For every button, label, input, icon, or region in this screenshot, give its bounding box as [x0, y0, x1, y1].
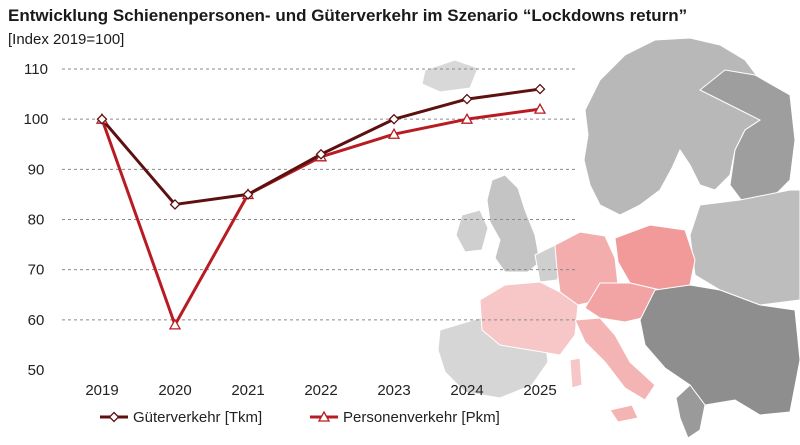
chart-subtitle: [Index 2019=100] [8, 31, 125, 48]
legend-marker [108, 411, 120, 423]
y-tick-label: 50 [28, 362, 45, 379]
map-greece [675, 384, 706, 439]
y-tick-label: 80 [28, 212, 45, 229]
x-axis: 2019 2020 2021 2022 2023 2024 2025 [85, 382, 556, 399]
y-tick-label: 60 [28, 312, 45, 329]
data-point-gueterverkehr [96, 113, 108, 125]
legend: Güterverkehr [Tkm] Personenverkehr [Pkm] [100, 409, 500, 426]
data-point-personenverkehr [387, 127, 401, 139]
y-axis: 50 60 70 80 90 100 110 [23, 61, 48, 379]
data-point-gueterverkehr [242, 188, 254, 200]
y-tick-label: 90 [28, 161, 45, 178]
data-point-gueterverkehr [461, 93, 473, 105]
map-iceland [421, 59, 479, 93]
x-tick-label: 2025 [523, 382, 556, 399]
chart-title: Entwicklung Schienenpersonen- und Güterv… [8, 6, 688, 25]
grid-lines [62, 68, 578, 321]
data-point-personenverkehr [168, 318, 182, 330]
map-ireland [455, 209, 489, 253]
legend-label: Personenverkehr [Pkm] [343, 409, 500, 426]
y-tick-label: 70 [28, 262, 45, 279]
x-tick-label: 2020 [158, 382, 191, 399]
europe-map [421, 37, 800, 439]
legend-marker [317, 410, 331, 422]
data-point-personenverkehr [460, 112, 474, 124]
data-point-gueterverkehr [169, 199, 181, 210]
data-point-gueterverkehr [315, 148, 327, 160]
series-layer [95, 83, 547, 330]
map-france [479, 281, 579, 356]
data-point-gueterverkehr [388, 113, 400, 125]
map-central [584, 282, 661, 323]
data-point-personenverkehr [533, 102, 547, 114]
x-tick-label: 2019 [85, 382, 118, 399]
x-tick-label: 2023 [377, 382, 410, 399]
map-sardinia [569, 357, 583, 389]
legend-label: Güterverkehr [Tkm] [133, 409, 262, 426]
x-tick-label: 2024 [450, 382, 483, 399]
data-point-gueterverkehr [534, 83, 546, 95]
map-sicily [609, 404, 639, 423]
y-tick-label: 110 [24, 61, 48, 78]
x-tick-label: 2022 [304, 382, 337, 399]
y-tick-label: 100 [23, 111, 48, 128]
series-line-gueterverkehr [100, 87, 541, 206]
map-poland [614, 224, 696, 291]
map-balkans [639, 284, 800, 416]
x-tick-label: 2021 [231, 382, 264, 399]
map-uk [486, 174, 541, 273]
map-italy [574, 317, 656, 401]
